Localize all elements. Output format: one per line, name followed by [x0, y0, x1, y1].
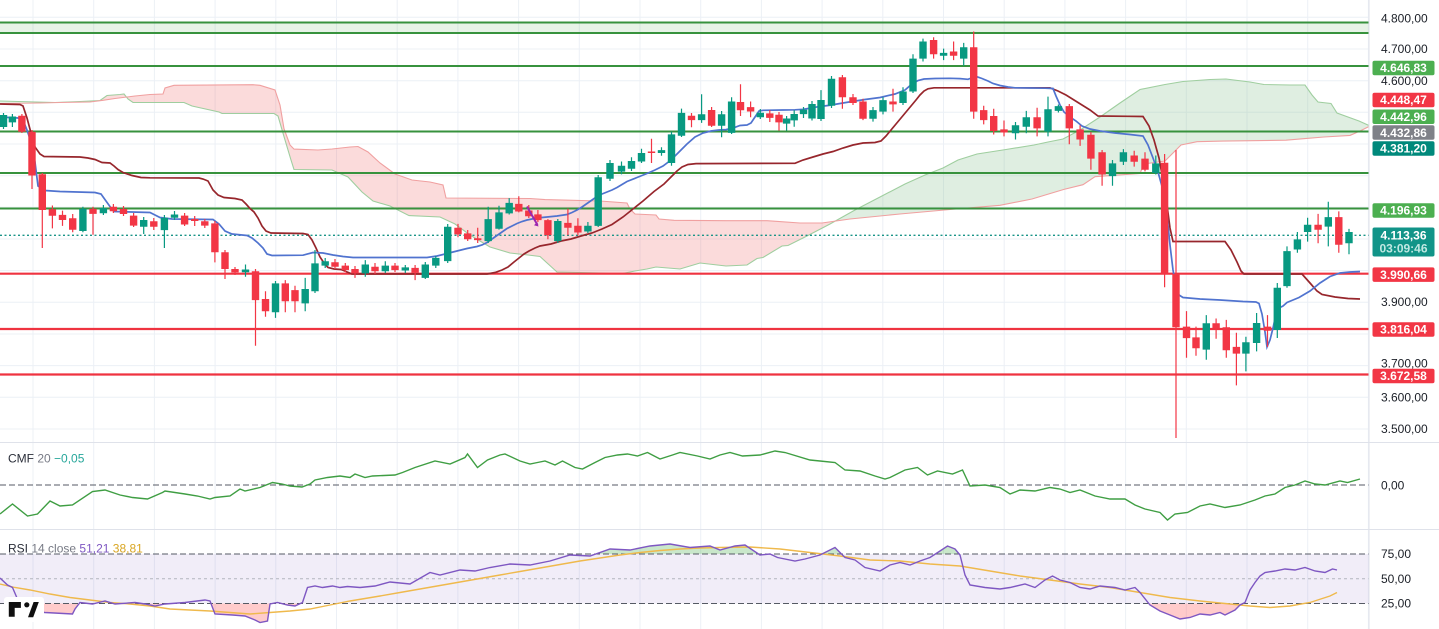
svg-text:3.700,00: 3.700,00 [1381, 357, 1428, 371]
svg-text:4.196,93: 4.196,93 [1380, 204, 1427, 218]
svg-text:3.990,66: 3.990,66 [1380, 268, 1427, 282]
svg-text:4.113,36: 4.113,36 [1380, 228, 1426, 242]
svg-text:25,00: 25,00 [1381, 597, 1411, 611]
svg-text:4.448,47: 4.448,47 [1380, 93, 1427, 107]
svg-text:75,00: 75,00 [1381, 547, 1411, 561]
svg-text:4.600,00: 4.600,00 [1381, 74, 1428, 88]
svg-text:4.381,20: 4.381,20 [1380, 142, 1427, 156]
svg-text:4.442,96: 4.442,96 [1380, 110, 1427, 124]
svg-text:4.432,86: 4.432,86 [1380, 126, 1427, 140]
svg-text:CMF 20 −0,05: CMF 20 −0,05 [8, 452, 85, 466]
svg-text:3.816,04: 3.816,04 [1380, 323, 1427, 337]
svg-text:50,00: 50,00 [1381, 572, 1411, 586]
svg-text:3.500,00: 3.500,00 [1381, 422, 1428, 436]
svg-text:3.900,00: 3.900,00 [1381, 295, 1428, 309]
svg-text:0,00: 0,00 [1381, 479, 1405, 493]
svg-text:4.646,83: 4.646,83 [1380, 61, 1427, 75]
svg-text:4.800,00: 4.800,00 [1381, 12, 1428, 26]
svg-text:03:09:46: 03:09:46 [1379, 241, 1427, 255]
svg-text:3.600,00: 3.600,00 [1381, 391, 1428, 405]
svg-text:4.700,00: 4.700,00 [1381, 42, 1428, 56]
svg-text:RSI 14 close 51,21 38,81: RSI 14 close 51,21 38,81 [8, 541, 143, 555]
svg-text:3.672,58: 3.672,58 [1380, 369, 1427, 383]
